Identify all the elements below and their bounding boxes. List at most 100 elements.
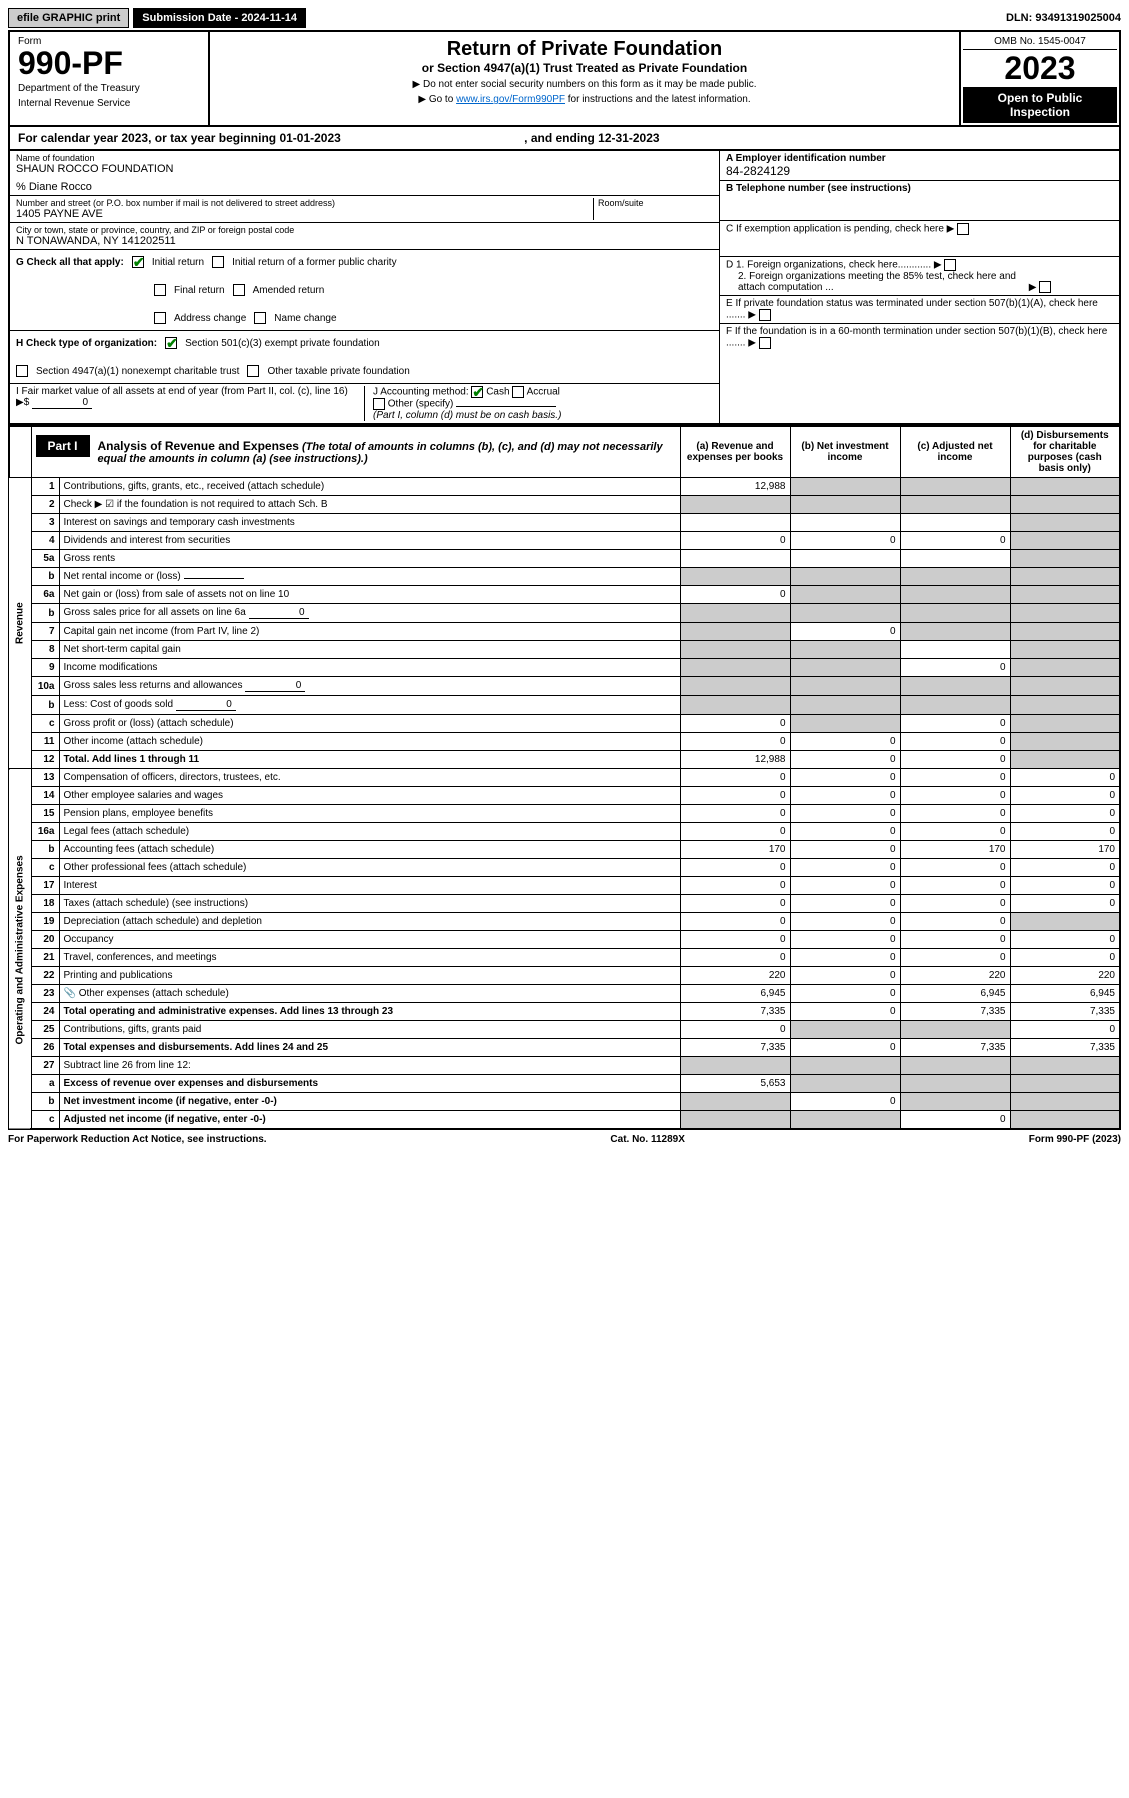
g-label: G Check all that apply: bbox=[16, 257, 124, 268]
table-row: cOther professional fees (attach schedul… bbox=[9, 859, 1120, 877]
foreign-85-cb[interactable] bbox=[1039, 281, 1051, 293]
h3-label: Other taxable private foundation bbox=[267, 366, 409, 377]
table-row: 1Contributions, gifts, grants, etc., rec… bbox=[9, 478, 1120, 496]
table-row: 26Total expenses and disbursements. Add … bbox=[9, 1039, 1120, 1057]
section-g: G Check all that apply: Initial return I… bbox=[10, 250, 719, 331]
table-row: 25Contributions, gifts, grants paid00 bbox=[9, 1021, 1120, 1039]
part1-title: Analysis of Revenue and Expenses (The to… bbox=[90, 435, 676, 469]
efile-btn[interactable]: efile GRAPHIC print bbox=[8, 8, 129, 28]
table-row: cGross profit or (loss) (attach schedule… bbox=[9, 715, 1120, 733]
footer-center: Cat. No. 11289X bbox=[610, 1134, 684, 1145]
j-note: (Part I, column (d) must be on cash basi… bbox=[373, 410, 561, 421]
g5-label: Address change bbox=[174, 313, 246, 324]
60-month-cb[interactable] bbox=[759, 337, 771, 349]
form-link[interactable]: www.irs.gov/Form990PF bbox=[456, 94, 565, 105]
j-label: J Accounting method: bbox=[373, 387, 469, 398]
other-method-cb[interactable] bbox=[373, 398, 385, 410]
j-other: Other (specify) bbox=[388, 399, 454, 410]
part1-table: Part I Analysis of Revenue and Expenses … bbox=[8, 425, 1121, 1130]
form-header: Form 990-PF Department of the Treasury I… bbox=[8, 30, 1121, 125]
section-h: H Check type of organization: Section 50… bbox=[10, 331, 719, 384]
form-number: 990-PF bbox=[18, 47, 200, 79]
cal-end: , and ending 12-31-2023 bbox=[524, 131, 659, 145]
city-label: City or town, state or province, country… bbox=[16, 225, 713, 235]
foreign-org-cb[interactable] bbox=[944, 259, 956, 271]
table-row: bNet investment income (if negative, ent… bbox=[9, 1093, 1120, 1111]
other-taxable-cb[interactable] bbox=[247, 365, 259, 377]
footer-left: For Paperwork Reduction Act Notice, see … bbox=[8, 1134, 267, 1145]
form-title: Return of Private Foundation bbox=[216, 38, 953, 61]
e-label: E If private foundation status was termi… bbox=[726, 298, 1098, 321]
g1-label: Initial return bbox=[152, 257, 204, 268]
table-row: 9Income modifications0 bbox=[9, 659, 1120, 677]
initial-return-cb[interactable] bbox=[132, 256, 144, 268]
address-change-cb[interactable] bbox=[154, 312, 166, 324]
table-row: 10aGross sales less returns and allowanc… bbox=[9, 677, 1120, 696]
c-label: C If exemption application is pending, c… bbox=[726, 224, 944, 235]
name-change-cb[interactable] bbox=[254, 312, 266, 324]
table-row: 15Pension plans, employee benefits0000 bbox=[9, 805, 1120, 823]
4947-cb[interactable] bbox=[16, 365, 28, 377]
dept-irs: Internal Revenue Service bbox=[18, 98, 200, 109]
table-row: 11Other income (attach schedule)000 bbox=[9, 733, 1120, 751]
tax-year: 2023 bbox=[963, 50, 1117, 87]
ein-value: 84-2824129 bbox=[726, 164, 790, 178]
final-return-cb[interactable] bbox=[154, 284, 166, 296]
d2-label: 2. Foreign organizations meeting the 85%… bbox=[726, 271, 1026, 293]
table-row: 7Capital gain net income (from Part IV, … bbox=[9, 623, 1120, 641]
g3-label: Final return bbox=[174, 285, 225, 296]
table-row: 2Check ▶ ☑ if the foundation is not requ… bbox=[9, 496, 1120, 514]
table-row: 24Total operating and administrative exp… bbox=[9, 1003, 1120, 1021]
instr-post: for instructions and the latest informat… bbox=[565, 94, 751, 105]
col-b-header: (b) Net investment income bbox=[790, 426, 900, 478]
fmv-value: 0 bbox=[32, 397, 92, 409]
table-row: cAdjusted net income (if negative, enter… bbox=[9, 1111, 1120, 1130]
part1-tab: Part I bbox=[36, 435, 90, 457]
exemption-pending-cb[interactable] bbox=[957, 223, 969, 235]
h2-label: Section 4947(a)(1) nonexempt charitable … bbox=[36, 366, 239, 377]
j-cash: Cash bbox=[486, 387, 509, 398]
table-row: 12Total. Add lines 1 through 1112,98800 bbox=[9, 751, 1120, 769]
expenses-side-label: Operating and Administrative Expenses bbox=[9, 769, 31, 1130]
h1-label: Section 501(c)(3) exempt private foundat… bbox=[185, 338, 380, 349]
table-row: 14Other employee salaries and wages0000 bbox=[9, 787, 1120, 805]
table-row: 5aGross rents bbox=[9, 550, 1120, 568]
table-row: aExcess of revenue over expenses and dis… bbox=[9, 1075, 1120, 1093]
instr-1: ▶ Do not enter social security numbers o… bbox=[216, 79, 953, 90]
org-info-grid: Name of foundation SHAUN ROCCO FOUNDATIO… bbox=[8, 149, 1121, 425]
dept-treasury: Department of the Treasury bbox=[18, 83, 200, 94]
table-row: 8Net short-term capital gain bbox=[9, 641, 1120, 659]
attachment-icon[interactable]: 📎 bbox=[64, 988, 76, 999]
former-charity-cb[interactable] bbox=[212, 256, 224, 268]
g4-label: Amended return bbox=[253, 285, 325, 296]
status-terminated-cb[interactable] bbox=[759, 309, 771, 321]
table-row: bAccounting fees (attach schedule)170017… bbox=[9, 841, 1120, 859]
open-public: Open to Public Inspection bbox=[963, 87, 1117, 123]
d1-label: D 1. Foreign organizations, check here..… bbox=[726, 260, 931, 271]
top-bar: efile GRAPHIC print Submission Date - 20… bbox=[8, 8, 1121, 28]
name-label: Name of foundation bbox=[16, 153, 713, 163]
501c3-cb[interactable] bbox=[165, 337, 177, 349]
table-row: 4Dividends and interest from securities0… bbox=[9, 532, 1120, 550]
foundation-name: SHAUN ROCCO FOUNDATION bbox=[16, 163, 713, 175]
table-row: 18Taxes (attach schedule) (see instructi… bbox=[9, 895, 1120, 913]
cash-cb[interactable] bbox=[471, 386, 483, 398]
street-address: 1405 PAYNE AVE bbox=[16, 208, 593, 220]
cal-begin: For calendar year 2023, or tax year begi… bbox=[18, 131, 341, 145]
table-row: 23📎 Other expenses (attach schedule)6,94… bbox=[9, 985, 1120, 1003]
ein-label: A Employer identification number bbox=[726, 153, 886, 164]
submission-btn[interactable]: Submission Date - 2024-11-14 bbox=[133, 8, 306, 28]
table-row: bNet rental income or (loss) bbox=[9, 568, 1120, 586]
tel-label: B Telephone number (see instructions) bbox=[726, 183, 911, 194]
table-row: 27Subtract line 26 from line 12: bbox=[9, 1057, 1120, 1075]
table-row: 21Travel, conferences, and meetings0000 bbox=[9, 949, 1120, 967]
page-footer: For Paperwork Reduction Act Notice, see … bbox=[8, 1130, 1121, 1149]
j-accrual: Accrual bbox=[527, 387, 560, 398]
amended-cb[interactable] bbox=[233, 284, 245, 296]
table-row: 19Depreciation (attach schedule) and dep… bbox=[9, 913, 1120, 931]
accrual-cb[interactable] bbox=[512, 386, 524, 398]
calendar-year-row: For calendar year 2023, or tax year begi… bbox=[8, 125, 1121, 149]
instr-2: ▶ Go to www.irs.gov/Form990PF for instru… bbox=[216, 94, 953, 105]
h-label: H Check type of organization: bbox=[16, 338, 157, 349]
care-of: % Diane Rocco bbox=[16, 181, 713, 193]
